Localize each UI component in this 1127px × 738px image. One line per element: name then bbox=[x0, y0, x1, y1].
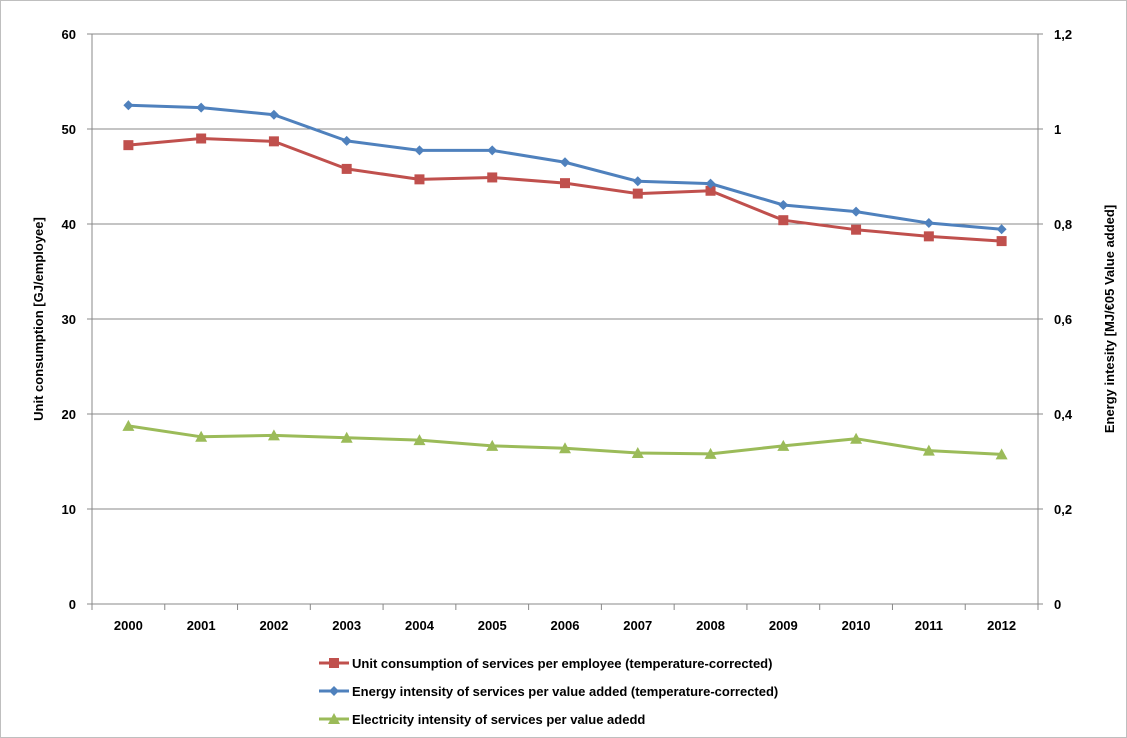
legend-marker bbox=[329, 686, 339, 696]
data-point bbox=[487, 172, 498, 183]
left-tick-label: 20 bbox=[62, 407, 76, 422]
legend-marker bbox=[328, 713, 340, 724]
series-layer bbox=[122, 100, 1008, 460]
data-point bbox=[778, 215, 789, 226]
data-point bbox=[923, 218, 934, 229]
data-point bbox=[995, 448, 1008, 460]
data-point bbox=[414, 174, 425, 185]
legend-item: Unit consumption of services per employe… bbox=[319, 656, 772, 671]
legend: Unit consumption of services per employe… bbox=[319, 656, 778, 727]
left-tick-label: 30 bbox=[62, 312, 76, 327]
x-tick-label: 2003 bbox=[332, 618, 361, 633]
data-point bbox=[340, 431, 353, 443]
series-square bbox=[123, 133, 1007, 247]
left-tick-label: 50 bbox=[62, 122, 76, 137]
right-axis-ticks: 0 0,2 0,4 0,6 0,8 1 1,2 bbox=[1038, 27, 1073, 612]
data-point bbox=[268, 109, 279, 120]
legend-item: Electricity intensity of services per va… bbox=[319, 712, 645, 727]
x-tick-label: 2011 bbox=[915, 618, 943, 633]
data-point bbox=[414, 145, 425, 156]
data-point bbox=[268, 136, 279, 147]
data-point bbox=[705, 185, 716, 196]
left-tick-label: 60 bbox=[62, 27, 76, 42]
x-tick-label: 2000 bbox=[114, 618, 143, 633]
x-tick-label: 2006 bbox=[551, 618, 580, 633]
gridlines bbox=[92, 33, 1038, 605]
data-point bbox=[777, 439, 790, 451]
right-tick-label: 0 bbox=[1054, 597, 1061, 612]
data-point bbox=[996, 236, 1007, 247]
data-point bbox=[560, 157, 570, 168]
data-point bbox=[122, 419, 135, 431]
right-tick-label: 0,2 bbox=[1054, 502, 1072, 517]
x-tick-label: 2001 bbox=[187, 618, 216, 633]
data-point bbox=[341, 163, 352, 174]
x-tick-label: 2008 bbox=[696, 618, 725, 633]
data-point bbox=[196, 133, 207, 144]
legend-marker bbox=[329, 658, 339, 668]
data-point bbox=[851, 224, 862, 235]
data-point bbox=[632, 176, 643, 187]
series-triangle bbox=[122, 419, 1008, 460]
data-point bbox=[851, 206, 862, 217]
data-point bbox=[195, 430, 208, 442]
data-point bbox=[996, 224, 1007, 235]
data-point bbox=[487, 145, 498, 156]
data-point bbox=[923, 231, 934, 242]
x-tick-label: 2005 bbox=[478, 618, 507, 633]
legend-label: Energy intensity of services per value a… bbox=[352, 684, 778, 699]
data-point bbox=[560, 178, 570, 189]
right-tick-label: 0,4 bbox=[1054, 407, 1073, 422]
x-tick-label: 2010 bbox=[842, 618, 871, 633]
left-tick-label: 10 bbox=[62, 502, 76, 517]
data-point bbox=[632, 188, 643, 199]
x-tick-label: 2004 bbox=[405, 618, 435, 633]
series-diamond bbox=[123, 100, 1007, 235]
left-axis-ticks: 0 10 20 30 40 50 60 bbox=[62, 27, 92, 612]
data-point bbox=[341, 135, 352, 146]
data-point bbox=[413, 434, 426, 446]
data-point bbox=[850, 432, 863, 444]
x-tick-label: 2012 bbox=[987, 618, 1016, 633]
data-point bbox=[123, 140, 134, 151]
legend-label: Unit consumption of services per employe… bbox=[352, 656, 772, 671]
x-axis-ticks: 2000 2001 2002 2003 2004 2005 2006 2007 2008 2009… bbox=[91, 604, 1039, 633]
data-point bbox=[705, 178, 716, 189]
right-axis-title: Energy intesity [MJ/€05 Value added] bbox=[1102, 205, 1117, 433]
data-point bbox=[704, 447, 717, 459]
left-tick-label: 40 bbox=[62, 217, 76, 232]
data-point bbox=[922, 444, 935, 456]
x-tick-label: 2002 bbox=[259, 618, 288, 633]
legend-item: Energy intensity of services per value a… bbox=[319, 684, 778, 699]
data-point bbox=[486, 439, 499, 451]
right-tick-label: 1,2 bbox=[1054, 27, 1072, 42]
data-point bbox=[123, 100, 134, 111]
x-tick-label: 2007 bbox=[623, 618, 652, 633]
legend-label: Electricity intensity of services per va… bbox=[352, 712, 645, 727]
left-tick-label: 0 bbox=[69, 597, 76, 612]
data-point bbox=[267, 429, 280, 441]
data-point bbox=[778, 200, 789, 210]
data-point bbox=[631, 446, 644, 458]
series-line bbox=[128, 137, 1002, 243]
x-tick-label: 2009 bbox=[769, 618, 798, 633]
right-tick-label: 0,6 bbox=[1054, 312, 1072, 327]
right-tick-label: 1 bbox=[1054, 122, 1061, 137]
right-tick-label: 0,8 bbox=[1054, 217, 1072, 232]
data-point bbox=[559, 442, 571, 454]
left-axis-title: Unit consumption [GJ/employee] bbox=[31, 217, 46, 421]
data-point bbox=[196, 102, 207, 113]
